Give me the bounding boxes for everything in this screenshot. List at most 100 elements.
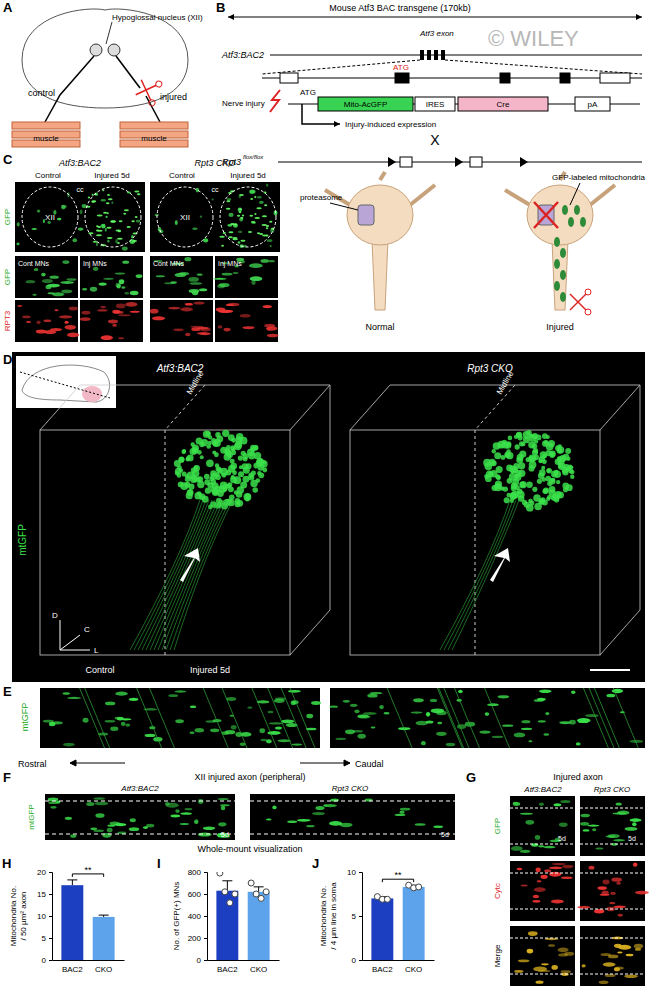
- speck: [120, 718, 131, 720]
- label: Whole-mount visualization: [197, 844, 302, 854]
- speck: [107, 240, 109, 243]
- speck: [251, 221, 256, 223]
- tick: 0: [352, 956, 362, 965]
- tick: BAC2: [217, 960, 238, 974]
- speck: [225, 730, 235, 734]
- speck: [222, 273, 233, 276]
- image-bg: [150, 256, 213, 298]
- speck: [63, 743, 75, 747]
- axon-bundle: [138, 500, 206, 650]
- speck: [66, 278, 76, 281]
- speck: [96, 229, 99, 231]
- speck: [561, 970, 572, 973]
- speck: [540, 875, 547, 879]
- handle: [585, 309, 591, 315]
- bar: [371, 898, 393, 960]
- axon-outline: [580, 873, 645, 909]
- speck: [264, 204, 267, 206]
- point: [263, 889, 269, 895]
- tick: 20: [37, 868, 52, 877]
- speck: [580, 814, 590, 817]
- nucleus: [90, 44, 102, 56]
- tick: 5: [42, 934, 52, 943]
- label: Injured 5d: [190, 665, 230, 675]
- speck: [41, 273, 45, 277]
- cell: [230, 463, 237, 470]
- speck: [266, 326, 277, 330]
- handle: [585, 289, 591, 295]
- speck: [616, 802, 622, 805]
- speck: [357, 715, 370, 718]
- speck: [80, 210, 83, 215]
- label: RPT3: [3, 310, 12, 331]
- box-edge: [350, 385, 640, 655]
- label: Rpt3 CKO: [467, 363, 513, 374]
- image-bg: [150, 300, 213, 342]
- speck: [240, 314, 251, 317]
- label: ATG: [300, 88, 316, 97]
- speck: [130, 311, 140, 313]
- speck: [521, 720, 530, 723]
- bar: [61, 885, 83, 960]
- axon-outline: [510, 808, 575, 844]
- speck: [580, 822, 589, 826]
- speck: [536, 980, 544, 983]
- speck: [156, 275, 165, 277]
- error-bar: [67, 880, 77, 885]
- speck: [436, 732, 447, 736]
- speck: [446, 743, 456, 747]
- image-bg: [510, 926, 575, 986]
- axes-glyph: [60, 620, 90, 650]
- speck: [103, 278, 114, 280]
- speck: [119, 220, 123, 222]
- exon: [470, 157, 482, 167]
- speck: [329, 705, 337, 707]
- micrograph: [40, 688, 321, 748]
- speck: [533, 895, 539, 898]
- exon: [434, 50, 438, 60]
- label: Injury-induced expression: [345, 120, 436, 129]
- tick: 800: [188, 868, 207, 877]
- cell: [496, 475, 501, 480]
- exon: [400, 157, 412, 167]
- speck: [132, 240, 137, 242]
- speck: [533, 967, 547, 972]
- cell: [206, 459, 214, 467]
- speck: [613, 906, 626, 909]
- speck: [323, 804, 337, 807]
- cell: [485, 463, 493, 471]
- axon: [149, 688, 174, 748]
- tick-mark: [359, 872, 362, 873]
- tick: 15: [37, 890, 52, 899]
- label: 5d: [558, 835, 566, 842]
- speck: [514, 970, 523, 973]
- axis-line: [363, 960, 435, 961]
- axon-outline: [510, 938, 575, 974]
- cell: [506, 449, 511, 454]
- cell: [185, 476, 191, 482]
- speck: [103, 212, 107, 214]
- speck: [91, 201, 95, 203]
- speck: [97, 226, 101, 228]
- exon: [427, 50, 431, 60]
- micrograph: [15, 256, 78, 298]
- cell: [228, 486, 234, 492]
- cell: [190, 475, 198, 483]
- tick-label: 0: [197, 956, 202, 965]
- box-edge: [40, 430, 290, 655]
- micrograph: [15, 182, 145, 252]
- speck: [267, 731, 280, 735]
- speck: [536, 867, 541, 872]
- speck: [108, 320, 118, 324]
- label: D: [52, 611, 58, 620]
- cell: [248, 452, 255, 459]
- speck: [571, 691, 575, 694]
- speck: [90, 827, 97, 830]
- speck: [67, 697, 81, 699]
- speck: [513, 802, 520, 806]
- span-arrow: [228, 17, 642, 18]
- label: Atf3:BAC2: [221, 50, 264, 60]
- speck: [552, 863, 566, 865]
- speck: [110, 221, 115, 223]
- zoom-line: [262, 60, 420, 74]
